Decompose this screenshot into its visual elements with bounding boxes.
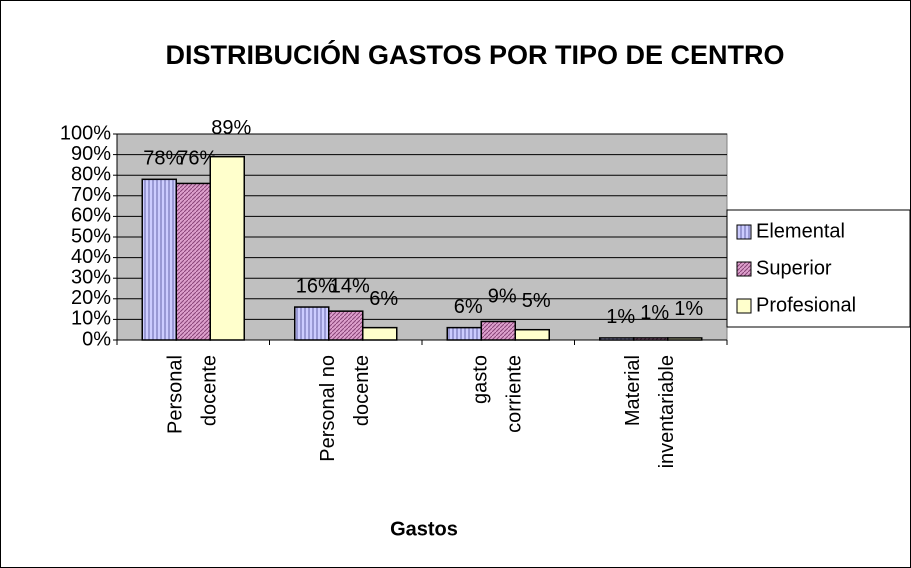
y-tick-label: 50%: [71, 225, 111, 247]
bar: [599, 337, 635, 341]
x-tick-label: Personal docente: [165, 355, 221, 434]
value-label: 9%: [488, 286, 517, 308]
bar: [514, 328, 550, 341]
legend-swatch: [736, 224, 752, 240]
y-tick-label: 80%: [71, 163, 111, 185]
value-label: 1%: [674, 298, 703, 320]
y-tick-label: 90%: [71, 143, 111, 165]
y-tick-label: 100%: [60, 122, 111, 144]
legend-label: Profesional: [756, 294, 856, 316]
y-tick-label: 70%: [71, 184, 111, 206]
value-label: 5%: [522, 290, 551, 312]
bar: [446, 326, 482, 341]
value-label: 6%: [454, 296, 483, 318]
legend-label: Elemental: [756, 220, 845, 242]
value-label: 16%: [296, 275, 336, 297]
bar: [141, 178, 177, 341]
chart-title: DISTRIBUCIÓN GASTOS POR TIPO DE CENTRO: [165, 39, 784, 70]
y-tick-label: 20%: [71, 287, 111, 309]
value-label: 1%: [606, 306, 635, 328]
bar: [328, 310, 364, 341]
legend-label: Superior: [756, 257, 832, 279]
bar: [362, 326, 398, 341]
y-tick-label: 0%: [82, 328, 111, 350]
value-label: 14%: [330, 275, 370, 297]
legend-swatch: [736, 261, 752, 277]
legend-box: [726, 209, 911, 328]
bar: [209, 155, 245, 341]
legend-swatch: [736, 298, 752, 314]
x-tick-label: Material inventariable: [622, 355, 678, 468]
x-tick-label: Personal no docente: [317, 355, 373, 462]
y-tick-label: 40%: [71, 246, 111, 268]
bar: [633, 337, 669, 341]
value-label: 89%: [211, 117, 251, 139]
bar: [294, 306, 330, 341]
value-label: 6%: [369, 288, 398, 310]
bar: [480, 320, 516, 341]
x-tick-label: gasto corriente: [470, 355, 526, 433]
bar: [175, 182, 211, 341]
y-tick-label: 10%: [71, 308, 111, 330]
x-axis-label: Gastos: [390, 518, 458, 540]
value-label: 1%: [640, 302, 669, 324]
value-label: 76%: [177, 148, 217, 170]
y-tick-label: 30%: [71, 266, 111, 288]
bar: [667, 337, 703, 341]
y-tick-label: 60%: [71, 205, 111, 227]
value-label: 78%: [143, 148, 183, 170]
